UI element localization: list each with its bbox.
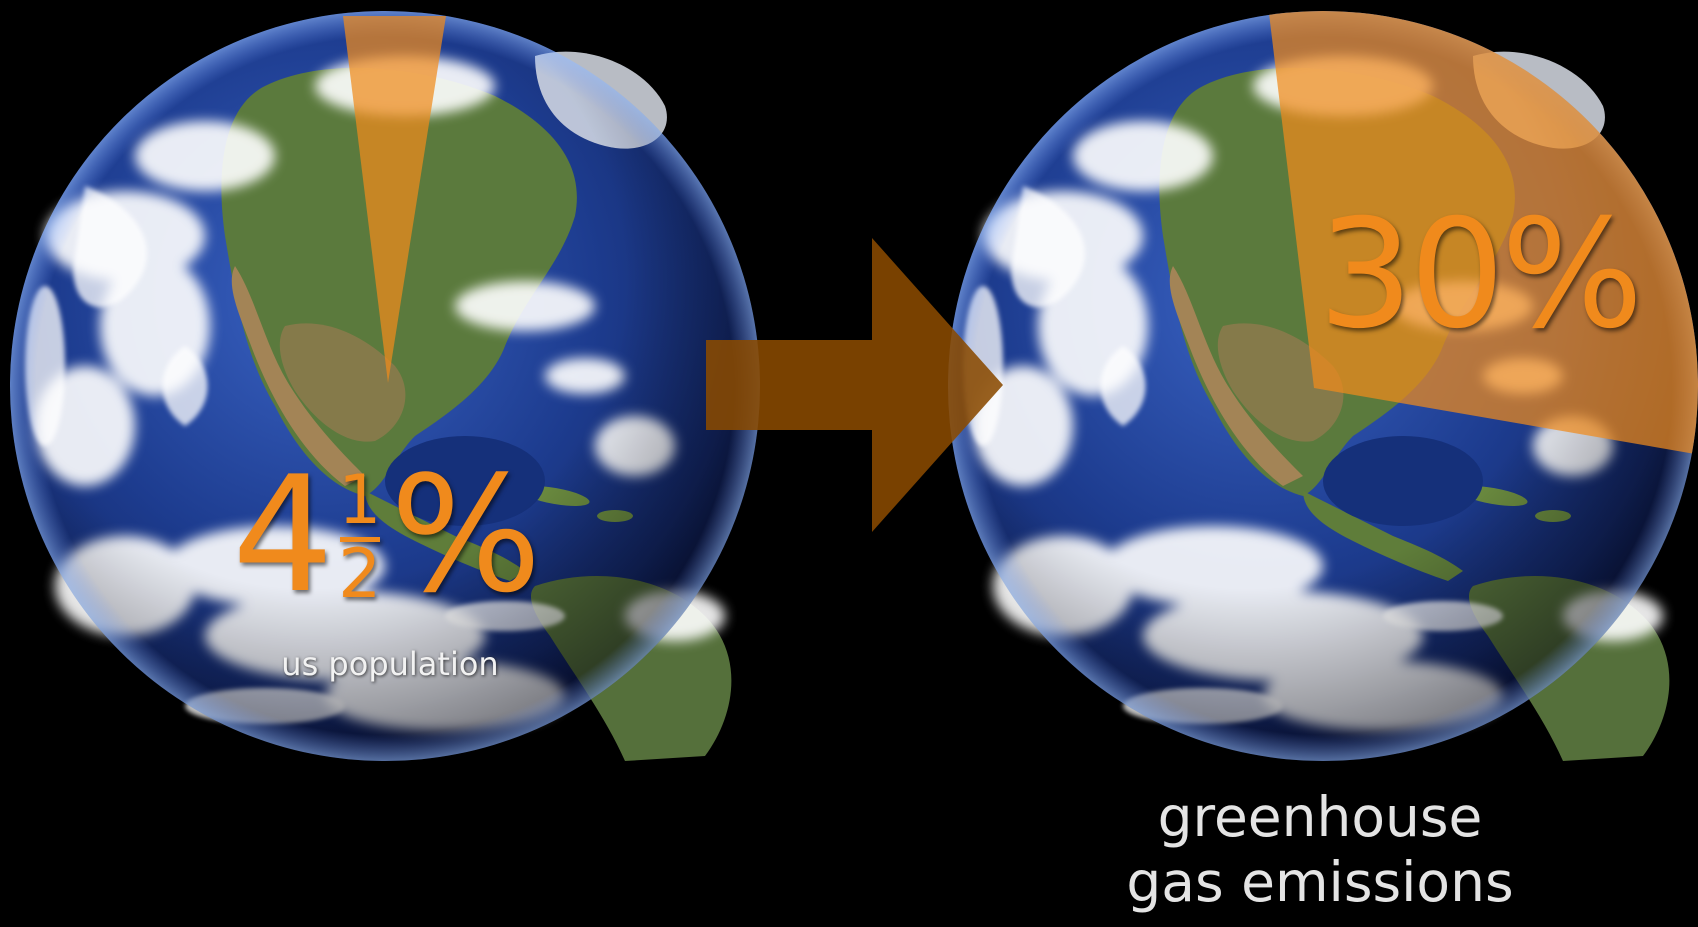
emissions-percentage: 30%	[1318, 188, 1643, 362]
population-caption: us population	[281, 645, 499, 683]
percentage-sign: %	[389, 441, 542, 628]
fraction-denominator: 2	[338, 535, 382, 614]
population-wedge	[343, 16, 446, 383]
emissions-caption-line-2: gas emissions	[1126, 849, 1514, 914]
population-percentage: 4 1 2%	[232, 441, 542, 628]
emissions-caption: greenhouse gas emissions	[1060, 785, 1580, 915]
fraction-numerator: 1	[338, 461, 382, 540]
emissions-caption-line-1: greenhouse	[1157, 785, 1483, 849]
fraction-bar	[339, 537, 380, 542]
percentage-whole: 4	[232, 441, 334, 628]
right-arrow-icon	[706, 238, 1003, 532]
